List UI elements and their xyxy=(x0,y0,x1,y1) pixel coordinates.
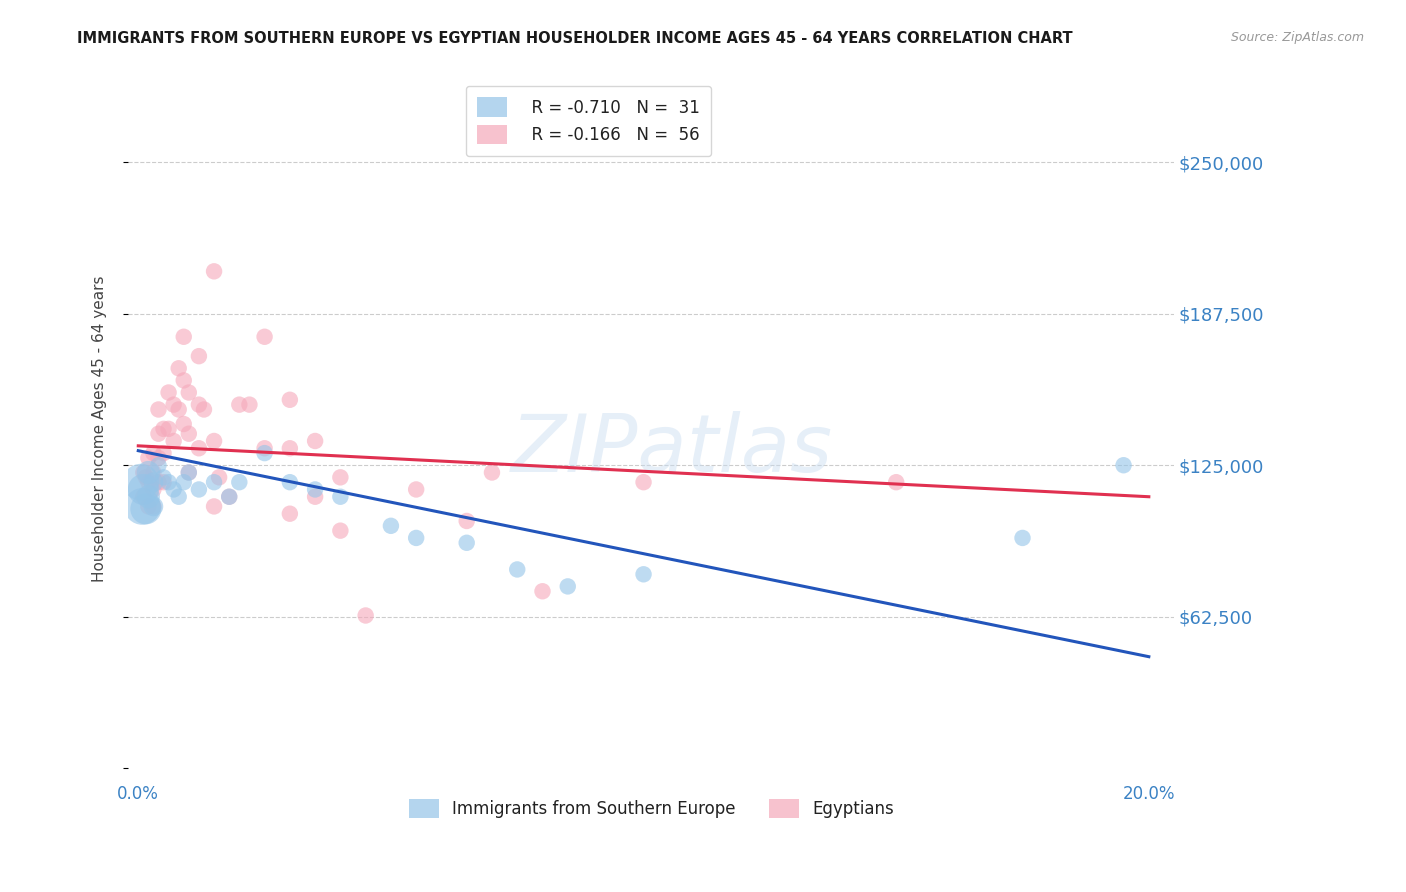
Point xyxy=(132,466,155,480)
Point xyxy=(142,475,165,490)
Point xyxy=(531,584,554,599)
Point xyxy=(152,422,174,436)
Point xyxy=(129,475,152,490)
Point xyxy=(132,483,155,497)
Point xyxy=(218,490,240,504)
Point xyxy=(167,402,190,417)
Point xyxy=(148,475,170,490)
Point xyxy=(152,446,174,460)
Point xyxy=(187,483,209,497)
Point xyxy=(329,470,352,484)
Point xyxy=(329,524,352,538)
Point xyxy=(481,466,503,480)
Point xyxy=(132,490,155,504)
Point xyxy=(135,501,157,516)
Point xyxy=(228,475,250,490)
Text: IMMIGRANTS FROM SOUTHERN EUROPE VS EGYPTIAN HOUSEHOLDER INCOME AGES 45 - 64 YEAR: IMMIGRANTS FROM SOUTHERN EUROPE VS EGYPT… xyxy=(77,31,1073,46)
Point xyxy=(218,490,240,504)
Point xyxy=(138,490,160,504)
Point xyxy=(1011,531,1033,545)
Legend: Immigrants from Southern Europe, Egyptians: Immigrants from Southern Europe, Egyptia… xyxy=(402,792,900,825)
Point xyxy=(456,514,478,528)
Point xyxy=(135,470,157,484)
Point xyxy=(456,536,478,550)
Point xyxy=(405,483,427,497)
Point xyxy=(1112,458,1135,473)
Point xyxy=(278,442,301,456)
Point xyxy=(329,490,352,504)
Point xyxy=(202,264,225,278)
Point xyxy=(152,470,174,484)
Point xyxy=(148,450,170,465)
Point xyxy=(167,361,190,376)
Point xyxy=(304,434,326,448)
Point xyxy=(187,398,209,412)
Point xyxy=(138,475,160,490)
Point xyxy=(187,349,209,363)
Point xyxy=(202,500,225,514)
Point xyxy=(557,579,579,593)
Point xyxy=(304,490,326,504)
Point xyxy=(131,500,153,514)
Point xyxy=(506,562,529,576)
Point xyxy=(138,500,160,514)
Point xyxy=(278,392,301,407)
Point xyxy=(633,567,655,582)
Text: ZIPatlas: ZIPatlas xyxy=(510,411,834,489)
Point xyxy=(187,442,209,456)
Point xyxy=(253,330,276,344)
Point xyxy=(173,475,195,490)
Point xyxy=(157,422,180,436)
Point xyxy=(162,434,184,448)
Point xyxy=(167,490,190,504)
Point xyxy=(142,446,165,460)
Point xyxy=(405,531,427,545)
Point xyxy=(173,417,195,431)
Point xyxy=(380,518,402,533)
Point xyxy=(253,446,276,460)
Point xyxy=(162,398,184,412)
Y-axis label: Householder Income Ages 45 - 64 years: Householder Income Ages 45 - 64 years xyxy=(93,276,107,582)
Point xyxy=(177,426,200,441)
Point xyxy=(304,483,326,497)
Point xyxy=(148,426,170,441)
Point xyxy=(142,483,165,497)
Point xyxy=(173,373,195,387)
Point xyxy=(142,500,165,514)
Point xyxy=(354,608,377,623)
Point xyxy=(253,442,276,456)
Point xyxy=(142,466,165,480)
Point xyxy=(202,475,225,490)
Point xyxy=(157,475,180,490)
Point xyxy=(162,483,184,497)
Point xyxy=(138,450,160,465)
Point xyxy=(148,458,170,473)
Point xyxy=(177,466,200,480)
Point xyxy=(884,475,907,490)
Point xyxy=(142,500,165,514)
Point xyxy=(228,398,250,412)
Point xyxy=(148,402,170,417)
Point xyxy=(173,330,195,344)
Text: Source: ZipAtlas.com: Source: ZipAtlas.com xyxy=(1230,31,1364,45)
Point xyxy=(278,475,301,490)
Point xyxy=(193,402,215,417)
Point xyxy=(138,466,160,480)
Point xyxy=(238,398,260,412)
Point xyxy=(177,466,200,480)
Point xyxy=(278,507,301,521)
Point xyxy=(633,475,655,490)
Point xyxy=(152,475,174,490)
Point xyxy=(157,385,180,400)
Point xyxy=(208,470,231,484)
Point xyxy=(202,434,225,448)
Point xyxy=(177,385,200,400)
